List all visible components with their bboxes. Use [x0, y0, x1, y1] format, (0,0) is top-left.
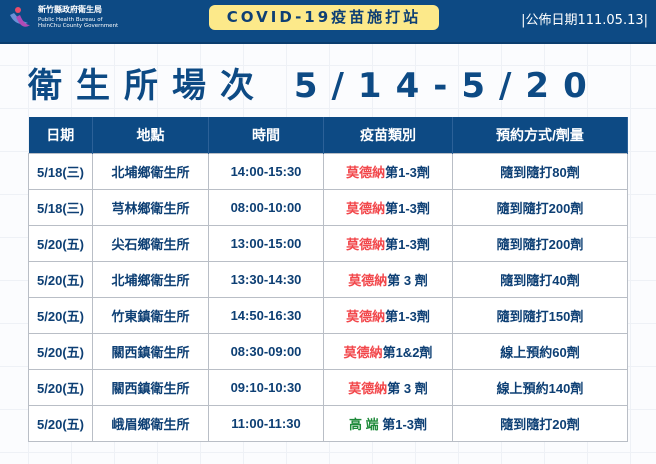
vaccine-dose: 第 3 劑 [387, 272, 428, 288]
col-booking: 預約方式/劑量 [452, 117, 628, 153]
date-cell: 5/20(五) [28, 368, 93, 406]
banner-title: COVID-19疫苗施打站 [209, 5, 439, 30]
vaccine-dose: 第1-3劑 [385, 236, 430, 252]
booking-cell: 隨到隨打200劑 [452, 224, 628, 262]
table-row: 5/20(五) 北埔鄉衛生所 13:30-14:30 莫德納第 3 劑隨到隨打40劑 [28, 260, 628, 298]
vaccine-brand: 莫德納 [346, 236, 386, 252]
vaccine-cell: 莫德納第 3 劑 [323, 368, 453, 406]
booking-cell: 隨到隨打20劑 [452, 404, 628, 442]
vaccine-brand: 莫德納 [346, 308, 386, 324]
table-header-row: 日期 地點 時間 疫苗類別 預約方式/劑量 [28, 117, 628, 153]
table-row: 5/20(五) 尖石鄉衛生所 13:00-15:00 莫德納第1-3劑 隨到隨打200劑 [28, 224, 628, 262]
vaccine-brand: 莫德納 [348, 380, 388, 396]
time-cell: 09:10-10:30 [208, 368, 324, 406]
schedule-table: 日期 地點 時間 疫苗類別 預約方式/劑量 5/18(三) 北埔鄉衛生所 14:00… [28, 117, 628, 442]
time-cell: 13:30-14:30 [208, 260, 324, 298]
org-name-zh: 新竹縣政府衛生局 [38, 5, 102, 14]
time-cell: 14:00-15:30 [208, 152, 324, 190]
vaccine-cell: 高 端 第1-3劑 [323, 404, 453, 442]
vaccine-dose: 第1-3劑 [382, 416, 428, 432]
place-cell: 峨眉鄉衛生所 [92, 404, 209, 442]
col-date: 日期 [28, 117, 93, 153]
health-bureau-logo-icon [10, 7, 30, 27]
vaccine-dose: 第1-3劑 [385, 164, 430, 180]
vaccine-cell: 莫德納第1-3劑 [323, 188, 453, 226]
date-cell: 5/18(三) [28, 188, 93, 226]
booking-cell: 隨到隨打40劑 [452, 260, 628, 298]
vaccine-dose: 第 3 劑 [387, 380, 428, 396]
vaccine-brand: 莫德納 [346, 200, 386, 216]
vaccine-dose: 第1-3劑 [385, 200, 430, 216]
place-cell: 關西鎮衛生所 [92, 332, 209, 370]
vaccine-cell: 莫德納第 3 劑 [323, 260, 453, 298]
vaccine-dose: 第1&2劑 [382, 344, 433, 360]
org-name-en-1: Public Health Bureau of [38, 17, 103, 23]
place-cell: 芎林鄉衛生所 [92, 188, 209, 226]
place-cell: 北埔鄉衛生所 [92, 260, 209, 298]
org-name-en-2: HsinChu County Government [38, 23, 119, 30]
date-cell: 5/20(五) [28, 224, 93, 262]
table-row: 5/18(三) 芎林鄉衛生所 08:00-10:00 莫德納第1-3劑 隨到隨打200劑 [28, 188, 628, 226]
date-cell: 5/18(三) [28, 152, 93, 190]
table-row: 5/20(五) 關西鎮衛生所 09:10-10:30 莫德納第 3 劑線上預約140劑 [28, 368, 628, 406]
vaccine-brand: 高 端 [348, 416, 383, 432]
vaccine-brand: 莫德納 [346, 164, 386, 180]
col-time: 時間 [208, 117, 324, 153]
place-cell: 尖石鄉衛生所 [92, 224, 209, 262]
booking-cell: 隨到隨打80劑 [452, 152, 628, 190]
date-cell: 5/20(五) [28, 332, 93, 370]
booking-cell: 線上預約140劑 [452, 368, 628, 406]
org-name: 新竹縣政府衛生局 Public Health Bureau of HsinChu… [38, 6, 118, 30]
date-cell: 5/20(五) [28, 404, 93, 442]
time-cell: 14:50-16:30 [208, 296, 324, 334]
date-cell: 5/20(五) [28, 260, 93, 298]
vaccine-brand: 莫德納 [348, 272, 388, 288]
time-cell: 08:30-09:00 [208, 332, 324, 370]
header-bar: 新竹縣政府衛生局 Public Health Bureau of HsinChu… [0, 0, 656, 44]
booking-cell: 隨到隨打200劑 [452, 188, 628, 226]
vaccine-brand: 莫德納 [343, 344, 383, 360]
table-row: 5/20(五) 關西鎮衛生所 08:30-09:00 莫德納第1&2劑 線上預約60劑 [28, 332, 628, 370]
date-cell: 5/20(五) [28, 296, 93, 334]
publish-date: |公佈日期111.05.13| [521, 13, 648, 28]
table-row: 5/20(五) 竹東鎮衛生所 14:50-16:30 莫德納第1-3劑 隨到隨打150劑 [28, 296, 628, 334]
vaccine-cell: 莫德納第1-3劑 [323, 152, 453, 190]
place-cell: 竹東鎮衛生所 [92, 296, 209, 334]
col-vaccine: 疫苗類別 [323, 117, 453, 153]
time-cell: 08:00-10:00 [208, 188, 324, 226]
vaccine-cell: 莫德納第1-3劑 [323, 224, 453, 262]
time-cell: 11:00-11:30 [208, 404, 324, 442]
place-cell: 北埔鄉衛生所 [92, 152, 209, 190]
vaccine-cell: 莫德納第1-3劑 [323, 296, 453, 334]
vaccine-dose: 第1-3劑 [385, 308, 430, 324]
place-cell: 關西鎮衛生所 [92, 368, 209, 406]
booking-cell: 線上預約60劑 [452, 332, 628, 370]
table-row: 5/20(五) 峨眉鄉衛生所 11:00-11:30 高 端 第1-3劑 隨到隨打20劑 [28, 404, 628, 442]
vaccine-cell: 莫德納第1&2劑 [323, 332, 453, 370]
time-cell: 13:00-15:00 [208, 224, 324, 262]
table-row: 5/18(三) 北埔鄉衛生所 14:00-15:30 莫德納第1-3劑 隨到隨打80劑 [28, 152, 628, 190]
booking-cell: 隨到隨打150劑 [452, 296, 628, 334]
page-title: 衛生所場次 5/14-5/20 [28, 66, 601, 106]
col-place: 地點 [92, 117, 209, 153]
